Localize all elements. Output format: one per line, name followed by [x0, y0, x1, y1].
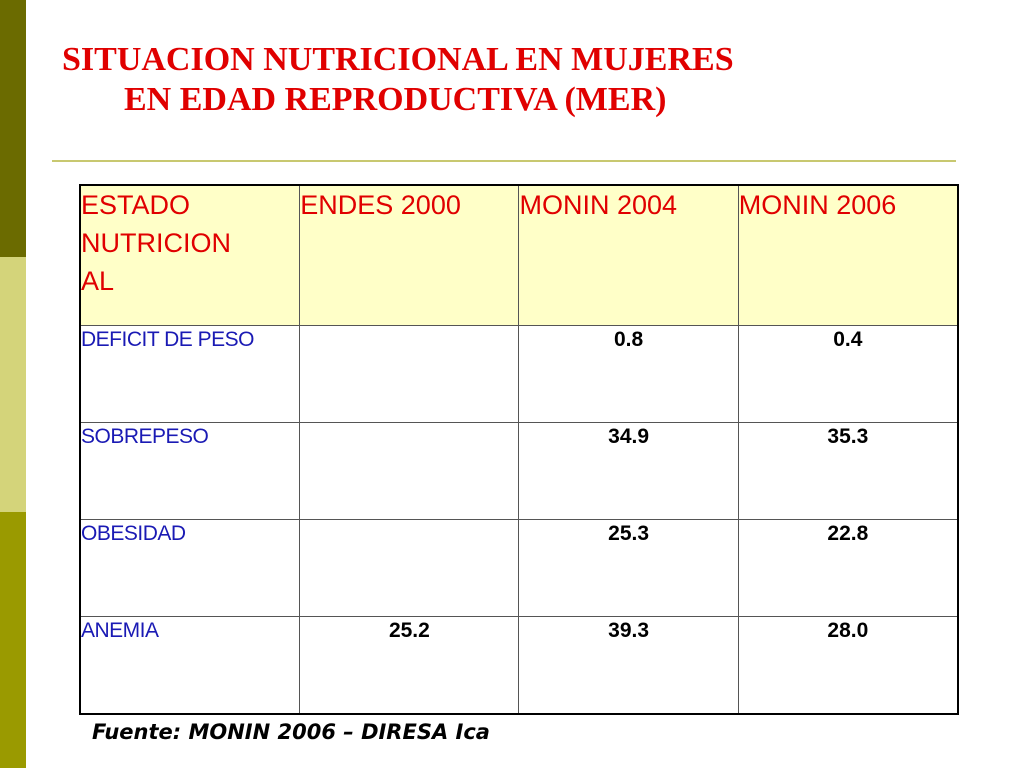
slide-title: SITUACION NUTRICIONAL EN MUJERES EN EDAD…	[62, 40, 962, 120]
cell-monin-2006: 22.8	[737, 519, 959, 617]
row-label: SOBREPESO	[79, 422, 301, 520]
table-row: SOBREPESO 34.9 35.3	[79, 422, 959, 520]
cell-endes-2000	[299, 422, 520, 520]
header-monin-2004: MONIN 2004	[518, 184, 739, 326]
side-bar-bottom	[0, 512, 26, 768]
row-label: OBESIDAD	[79, 519, 301, 617]
cell-endes-2000	[299, 519, 520, 617]
side-bar-top	[0, 0, 26, 257]
cell-monin-2004: 25.3	[518, 519, 739, 617]
row-label: ANEMIA	[79, 616, 301, 714]
table-row: ANEMIA 25.2 39.3 28.0	[79, 616, 959, 714]
cell-monin-2006: 0.4	[737, 325, 959, 423]
header-estado-line2: NUTRICION	[81, 228, 231, 258]
cell-monin-2004: 39.3	[518, 616, 739, 714]
source-caption: Fuente: MONIN 2006 – DIRESA Ica	[92, 720, 490, 744]
slide-title-line1: SITUACION NUTRICIONAL EN MUJERES	[62, 41, 734, 78]
header-monin-2006: MONIN 2006	[737, 184, 959, 326]
title-divider	[52, 160, 956, 162]
slide-title-line2: EN EDAD REPRODUCTIVA (MER)	[124, 81, 667, 118]
table-row: DEFICIT DE PESO 0.8 0.4	[79, 325, 959, 423]
header-endes-2000: ENDES 2000	[299, 184, 520, 326]
header-estado-line1: ESTADO	[81, 190, 191, 220]
cell-monin-2006: 28.0	[737, 616, 959, 714]
cell-monin-2006: 35.3	[737, 422, 959, 520]
table-row: OBESIDAD 25.3 22.8	[79, 519, 959, 617]
cell-monin-2004: 34.9	[518, 422, 739, 520]
cell-monin-2004: 0.8	[518, 325, 739, 423]
nutrition-table: ESTADO NUTRICION AL ENDES 2000 MONIN 200…	[79, 184, 959, 715]
side-bar-middle	[0, 257, 26, 512]
cell-endes-2000: 25.2	[299, 616, 520, 714]
table-header-row: ESTADO NUTRICION AL ENDES 2000 MONIN 200…	[79, 184, 959, 326]
cell-endes-2000	[299, 325, 520, 423]
row-label: DEFICIT DE PESO	[79, 325, 301, 423]
header-estado-line3: AL	[81, 266, 115, 296]
header-estado-nutricional: ESTADO NUTRICION AL	[79, 184, 301, 326]
